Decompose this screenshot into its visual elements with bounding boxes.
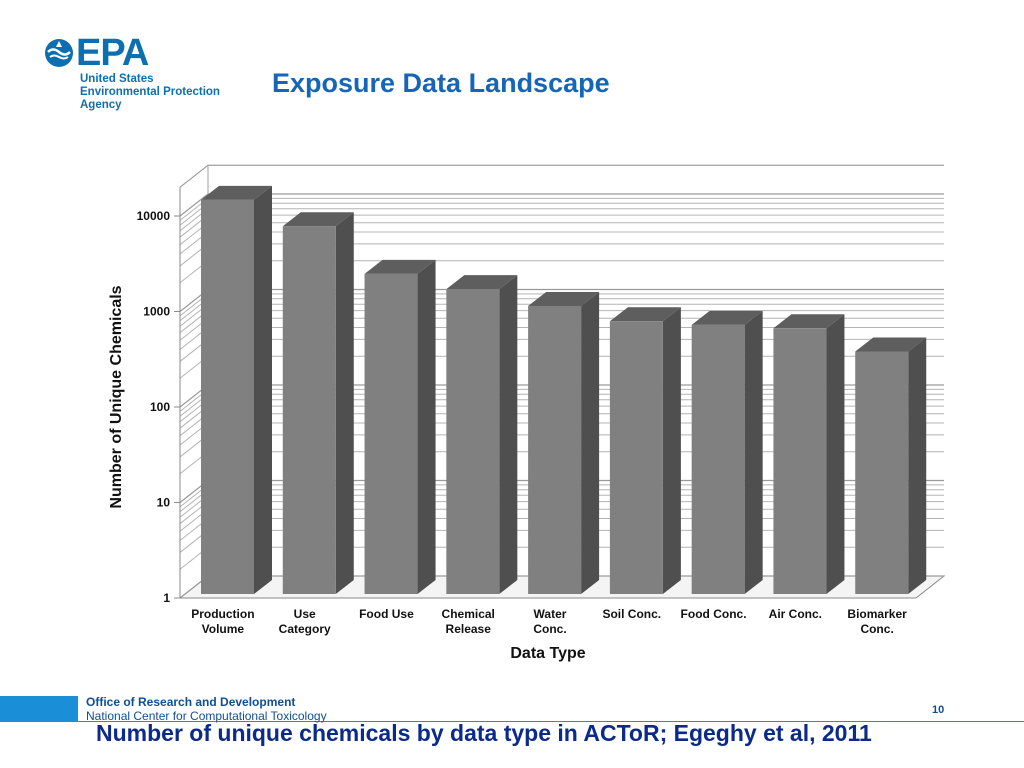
bar-side xyxy=(581,291,600,594)
bar xyxy=(609,321,663,594)
bar-top xyxy=(691,310,763,325)
bar xyxy=(691,324,745,594)
bar-side xyxy=(744,310,763,594)
bar xyxy=(446,289,500,594)
bar-side xyxy=(417,259,436,594)
bar-top xyxy=(446,275,518,290)
bar-top xyxy=(201,185,272,200)
x-axis-title: Data Type xyxy=(510,645,585,662)
slide-title: Exposure Data Landscape xyxy=(272,68,610,98)
y-tick-label: 10000 xyxy=(137,209,171,223)
x-tick-label: Release xyxy=(446,622,492,636)
x-tick-label: Air Conc. xyxy=(769,607,822,621)
footer-office: Office of Research and Development xyxy=(86,695,296,709)
x-tick-label: Soil Conc. xyxy=(602,607,661,621)
agency-line: Environmental Protection xyxy=(80,86,220,98)
bar-side xyxy=(826,314,845,594)
x-tick-label: Conc. xyxy=(860,622,893,636)
bar xyxy=(364,273,418,594)
y-tick-label: 1 xyxy=(163,591,170,605)
agency-line: Agency xyxy=(80,99,122,111)
footer-divider xyxy=(78,721,1024,722)
footer-center: National Center for Computational Toxico… xyxy=(86,709,327,723)
bar-top xyxy=(855,337,927,352)
bar-side xyxy=(662,307,681,594)
page-number: 10 xyxy=(932,704,945,716)
x-tick-label: Conc. xyxy=(533,622,566,636)
bar xyxy=(201,199,254,595)
bar-side xyxy=(499,275,518,594)
agency-name: United States Environmental Protection A… xyxy=(80,73,220,112)
slide-caption: Number of unique chemicals by data type … xyxy=(96,720,872,746)
bar-side xyxy=(908,337,927,594)
bar-top xyxy=(282,212,354,227)
agency-line: United States xyxy=(80,73,154,85)
bar xyxy=(282,226,336,594)
bar-side xyxy=(335,212,354,594)
y-tick-label: 1000 xyxy=(143,305,170,319)
epa-seal-icon xyxy=(45,39,73,67)
bar xyxy=(855,351,909,594)
footer-accent-bar xyxy=(0,696,78,722)
bar-side xyxy=(254,185,272,595)
y-tick-label: 100 xyxy=(150,400,170,414)
epa-wordmark: EPA xyxy=(76,32,149,74)
bar xyxy=(773,328,827,594)
x-tick-label: Category xyxy=(279,622,331,636)
x-tick-label: Production xyxy=(191,607,254,621)
bar xyxy=(528,305,582,594)
x-tick-label: Food Use xyxy=(359,607,414,621)
bar-top xyxy=(609,307,681,322)
y-axis-title: Number of Unique Chemicals xyxy=(108,285,125,508)
bar-top xyxy=(364,259,436,274)
x-tick-label: Water xyxy=(534,607,567,621)
x-tick-label: Food Conc. xyxy=(681,607,747,621)
x-tick-label: Volume xyxy=(202,622,245,636)
x-tick-label: Chemical xyxy=(442,607,495,621)
x-tick-label: Use xyxy=(294,607,316,621)
bar-top xyxy=(773,314,845,329)
bar-top xyxy=(528,291,600,306)
y-tick-label: 10 xyxy=(157,496,171,510)
x-tick-label: Biomarker xyxy=(847,607,907,621)
epa-logo: EPA United States Environmental Protecti… xyxy=(44,32,234,114)
